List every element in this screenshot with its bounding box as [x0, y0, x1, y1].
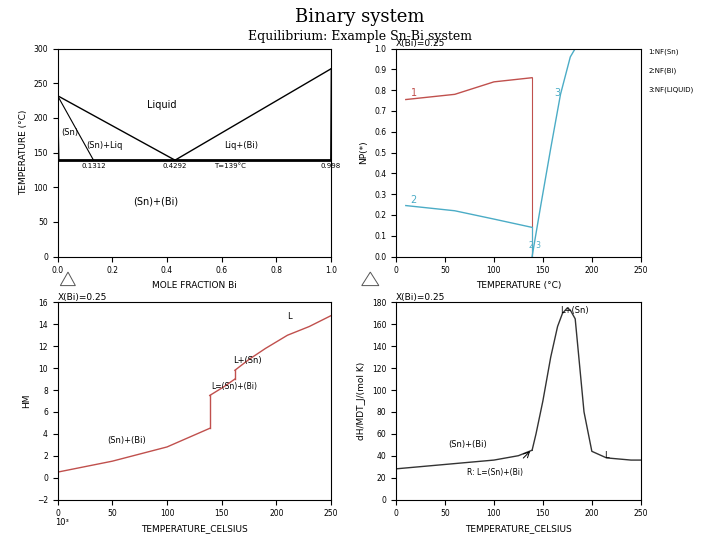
Text: 2 3: 2 3: [529, 241, 541, 250]
Text: 0.4292: 0.4292: [163, 164, 187, 170]
Text: L+(Sn): L+(Sn): [560, 306, 589, 315]
Text: Liquid: Liquid: [147, 99, 176, 110]
X-axis label: TEMPERATURE (°C): TEMPERATURE (°C): [476, 281, 561, 290]
Text: 2:NF(Bi): 2:NF(Bi): [648, 68, 676, 74]
Text: Equilibrium: Example Sn-Bi system: Equilibrium: Example Sn-Bi system: [248, 30, 472, 43]
Text: L: L: [605, 451, 609, 460]
Text: (Sn)+(Bi): (Sn)+(Bi): [133, 197, 179, 206]
Text: (Sn)+(Bi): (Sn)+(Bi): [448, 440, 487, 449]
Text: X(Bi)=0.25: X(Bi)=0.25: [58, 293, 107, 302]
Text: (Sn): (Sn): [61, 128, 78, 137]
X-axis label: MOLE FRACTION Bi: MOLE FRACTION Bi: [152, 281, 237, 290]
Text: 10³: 10³: [55, 518, 68, 527]
Text: (Sn)+(Bi): (Sn)+(Bi): [107, 436, 145, 444]
Text: T=139°C: T=139°C: [214, 164, 246, 170]
X-axis label: TEMPERATURE_CELSIUS: TEMPERATURE_CELSIUS: [465, 524, 572, 533]
X-axis label: TEMPERATURE_CELSIUS: TEMPERATURE_CELSIUS: [141, 524, 248, 533]
Text: X(Bi)=0.25: X(Bi)=0.25: [396, 293, 446, 302]
Text: 1:NF(Sn): 1:NF(Sn): [648, 49, 679, 55]
Text: R: L=(Sn)+(Bi): R: L=(Sn)+(Bi): [467, 468, 523, 477]
Y-axis label: TEMPERATURE (°C): TEMPERATURE (°C): [19, 110, 27, 195]
Y-axis label: NP(*): NP(*): [359, 141, 369, 164]
Text: (Sn)+Liq: (Sn)+Liq: [86, 141, 122, 150]
Text: 1: 1: [410, 89, 417, 98]
Text: 0.998: 0.998: [320, 164, 341, 170]
Text: L: L: [287, 312, 292, 321]
Text: L+(Sn): L+(Sn): [233, 356, 261, 364]
Y-axis label: dH/MDT_J/(mol K): dH/MDT_J/(mol K): [357, 362, 366, 440]
Text: 0.1312: 0.1312: [81, 164, 106, 170]
Text: 3:NF(LIQUID): 3:NF(LIQUID): [648, 86, 693, 92]
Text: Liq+(Bi): Liq+(Bi): [224, 141, 258, 150]
Text: X(Bi)=0.25: X(Bi)=0.25: [396, 39, 446, 48]
Text: 2: 2: [410, 195, 417, 206]
Text: Binary system: Binary system: [295, 8, 425, 26]
Y-axis label: HM: HM: [22, 394, 31, 408]
Text: 3: 3: [554, 89, 561, 98]
Text: L=(Sn)+(Bi): L=(Sn)+(Bi): [211, 382, 257, 391]
